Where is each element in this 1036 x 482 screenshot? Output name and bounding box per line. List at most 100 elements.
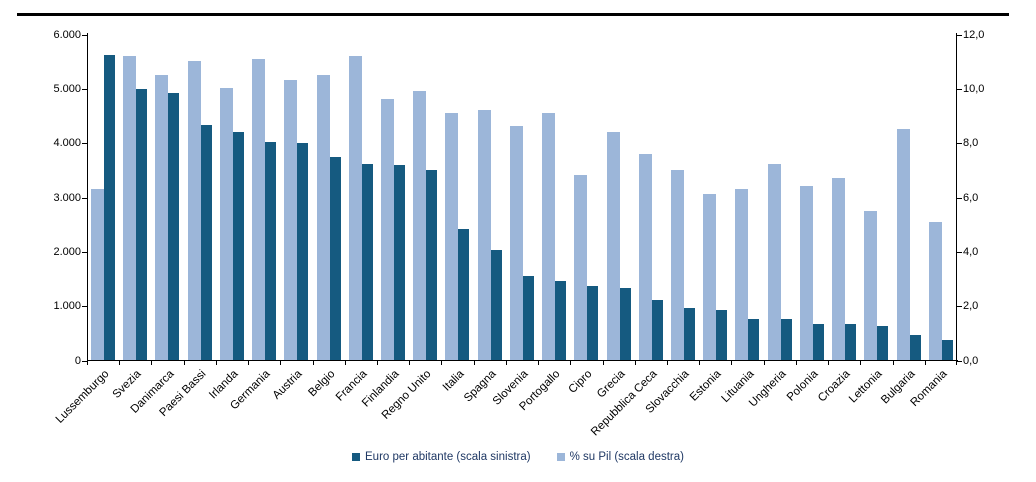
- bar-euro-per-abitante: [232, 132, 244, 360]
- left-axis-tick: [82, 34, 87, 36]
- left-axis-tick-label: 3.000: [53, 191, 81, 204]
- x-axis-tick: [956, 361, 957, 365]
- left-axis-tick: [82, 306, 87, 308]
- right-axis-tick: [957, 34, 962, 36]
- right-axis-tick-label: 6,0: [963, 191, 979, 204]
- right-axis-tick-label: 8,0: [963, 137, 979, 150]
- right-axis-tick-label: 4,0: [963, 245, 979, 258]
- bar-euro-per-abitante: [265, 141, 277, 360]
- bar-euro-per-abitante: [748, 319, 760, 360]
- bar-euro-per-abitante: [684, 308, 695, 360]
- bar-pct-su-pil: [735, 188, 749, 360]
- right-axis-tick: [957, 306, 962, 308]
- x-axis-tick: [183, 361, 185, 365]
- bar-pct-su-pil: [252, 58, 266, 360]
- bar-pct-su-pil: [187, 61, 201, 360]
- bar-pct-su-pil: [284, 80, 298, 360]
- x-axis-tick: [731, 361, 733, 365]
- bar-euro-per-abitante: [619, 287, 631, 360]
- bar-euro-per-abitante: [651, 300, 663, 360]
- right-axis-tick: [957, 88, 962, 90]
- right-axis-tick-label: 2,0: [963, 300, 979, 313]
- x-axis-tick: [892, 361, 894, 365]
- bar-pct-su-pil: [767, 164, 781, 360]
- left-axis-tick: [82, 143, 87, 145]
- legend: Euro per abitante (scala sinistra) % su …: [0, 451, 1036, 463]
- bar-euro-per-abitante: [877, 326, 889, 360]
- bar-pct-su-pil: [703, 194, 717, 360]
- legend-item-euro-per-abitante: Euro per abitante (scala sinistra): [352, 451, 531, 463]
- left-axis-tick-label: 4.000: [53, 137, 81, 150]
- x-axis-tick: [795, 361, 797, 365]
- bar-pct-su-pil: [799, 186, 813, 360]
- x-axis-tick: [409, 361, 411, 365]
- left-axis-tick: [82, 197, 87, 199]
- bar-pct-su-pil: [638, 153, 652, 360]
- right-axis-tick-label: 12,0: [963, 28, 985, 41]
- bar-euro-per-abitante: [909, 334, 921, 360]
- x-axis-tick: [215, 361, 217, 365]
- right-axis-tick: [957, 143, 962, 145]
- x-axis-tick: [441, 361, 443, 365]
- bar-pct-su-pil: [671, 169, 684, 360]
- x-axis-tick: [860, 361, 862, 365]
- x-axis-tick: [119, 361, 121, 365]
- x-axis-tick: [763, 361, 765, 365]
- bar-euro-per-abitante: [490, 249, 502, 360]
- x-axis-tick: [87, 361, 88, 365]
- x-axis-tick: [634, 361, 636, 365]
- left-axis-tick-label: 0: [74, 354, 81, 367]
- x-axis-tick: [667, 361, 668, 365]
- x-axis-tick: [312, 361, 314, 365]
- top-divider-rule: [17, 13, 1009, 16]
- x-axis-tick: [699, 361, 701, 365]
- legend-label-pct-su-pil: % su Pil (scala destra): [569, 451, 684, 463]
- bar-pct-su-pil: [219, 88, 233, 360]
- left-axis-tick: [82, 88, 87, 90]
- bar-euro-per-abitante: [168, 93, 180, 360]
- bar-euro-per-abitante: [394, 164, 405, 360]
- bar-pct-su-pil: [606, 131, 620, 360]
- bar-euro-per-abitante: [104, 55, 115, 360]
- x-axis-tick: [602, 361, 604, 365]
- left-axis-tick-label: 6.000: [53, 28, 81, 41]
- x-axis-tick: [828, 361, 830, 365]
- bar-euro-per-abitante: [458, 229, 470, 360]
- x-axis-tick: [538, 361, 540, 365]
- legend-label-euro-per-abitante: Euro per abitante (scala sinistra): [365, 451, 531, 463]
- bar-pct-su-pil: [316, 74, 330, 360]
- bar-euro-per-abitante: [522, 275, 534, 360]
- x-axis-tick: [344, 361, 346, 365]
- plot-area: 6.000 12,0 5.000 10,0 4.000 8,0 3.000 6,0 2.000 4…: [53, 29, 984, 439]
- bar-euro-per-abitante: [555, 280, 567, 360]
- bar-pct-su-pil: [509, 126, 523, 360]
- bar-pct-su-pil: [348, 55, 362, 360]
- x-axis-tick: [377, 361, 378, 365]
- bar-pct-su-pil: [864, 210, 878, 360]
- bar-pct-su-pil: [91, 188, 104, 360]
- x-axis-tick: [151, 361, 153, 365]
- legend-swatch-euro-per-abitante: [352, 453, 361, 461]
- legend-swatch-pct-su-pil: [556, 453, 565, 461]
- bar-pct-su-pil: [155, 74, 169, 360]
- bar-euro-per-abitante: [200, 124, 212, 360]
- x-axis-tick: [570, 361, 572, 365]
- x-axis-tick: [248, 361, 250, 365]
- bar-pct-su-pil: [413, 91, 427, 360]
- left-axis-tick-label: 1.000: [53, 300, 81, 313]
- bar-euro-per-abitante: [716, 310, 728, 360]
- bar-pct-su-pil: [477, 110, 491, 360]
- left-y-axis-line: [87, 33, 88, 362]
- right-axis-tick: [957, 251, 962, 253]
- bar-pct-su-pil: [832, 178, 846, 360]
- bar-euro-per-abitante: [361, 163, 373, 360]
- bar-pct-su-pil: [896, 129, 910, 360]
- bar-euro-per-abitante: [780, 319, 792, 360]
- bar-euro-per-abitante: [329, 157, 341, 360]
- bar-pct-su-pil: [445, 112, 459, 360]
- bar-euro-per-abitante: [136, 88, 148, 360]
- bar-euro-per-abitante: [812, 324, 824, 360]
- right-axis-tick-label: 0,0: [963, 354, 979, 367]
- left-axis-tick: [82, 360, 87, 362]
